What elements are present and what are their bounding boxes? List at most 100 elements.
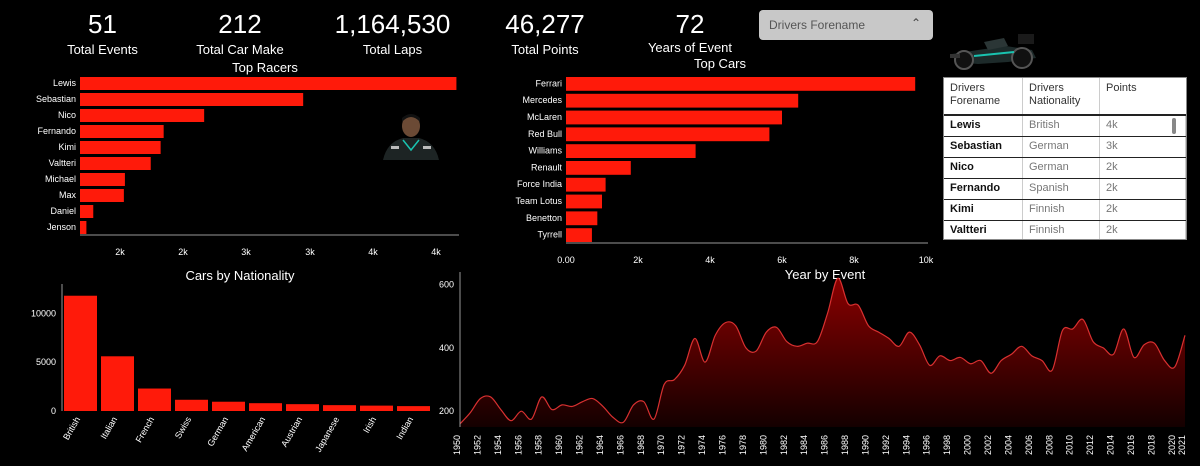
bar (566, 177, 606, 192)
y-tick-label: Sebastian (36, 94, 76, 104)
y-tick-label: Jenson (47, 222, 76, 232)
column-header-nationality[interactable]: Drivers Nationality (1023, 78, 1100, 114)
x-tick-label: 1976 (717, 435, 727, 455)
cell-points: 2k (1100, 179, 1186, 199)
table-row[interactable]: Lewis British 4k (944, 116, 1186, 137)
chevron-up-icon[interactable]: ⌃ (910, 16, 921, 30)
cell-forename: Lewis (944, 116, 1023, 136)
table-row[interactable]: Nico German 2k (944, 158, 1186, 179)
bar (175, 399, 208, 411)
x-tick-label: 2k (178, 247, 188, 257)
cell-points: 3k (1100, 137, 1186, 157)
bar (566, 211, 598, 226)
x-tick-label: 2000 (963, 435, 973, 455)
x-tick-label: 2020 (1167, 435, 1177, 455)
table-row[interactable]: Kimi Finnish 2k (944, 200, 1186, 221)
table-row[interactable]: Sebastian German 3k (944, 137, 1186, 158)
cars-by-nationality-chart: 0 5000 10000 British Italian French Swiss Germa… (31, 284, 430, 454)
bar (249, 403, 282, 411)
x-tick-label: 1982 (779, 435, 789, 455)
cell-points: 2k (1100, 158, 1186, 178)
bar (80, 77, 457, 90)
y-tick-label: 200 (439, 406, 454, 416)
x-tick-label: 1958 (534, 435, 544, 455)
table-header: Drivers Forename Drivers Nationality Poi… (944, 78, 1186, 116)
x-tick-label: 1980 (758, 435, 768, 455)
x-tick-label: 0.00 (557, 255, 575, 265)
cell-forename: Sebastian (944, 137, 1023, 157)
chart-title-top-cars: Top Cars (693, 56, 747, 71)
x-tick-label: 2018 (1146, 435, 1156, 455)
table-row[interactable]: Fernando Spanish 2k (944, 179, 1186, 200)
bar (80, 125, 164, 138)
y-tick-label: 400 (439, 343, 454, 353)
y-tick-label: 600 (439, 280, 454, 290)
table-row[interactable]: Valtteri Finnish 2k (944, 221, 1186, 239)
top-cars-chart: Ferrari Mercedes McLaren Red Bull Williams Re… (515, 77, 934, 265)
x-tick-label: 2021 (1177, 435, 1187, 455)
x-tick-label: 1972 (677, 435, 687, 455)
bar (80, 157, 151, 170)
table-scrollbar[interactable] (1172, 118, 1176, 134)
x-tick-label: 1990 (860, 435, 870, 455)
kpi-value: 1,164,530 (334, 9, 451, 39)
column-header-forename[interactable]: Drivers Forename (944, 78, 1023, 114)
cell-nationality: Spanish (1023, 179, 1100, 199)
column-header-points[interactable]: Points (1106, 82, 1137, 94)
kpi-value: 212 (218, 9, 262, 39)
y-tick-label: Mercedes (522, 95, 562, 105)
bar (138, 388, 171, 411)
cell-nationality: Finnish (1023, 200, 1100, 220)
kpi-label: Total Laps (362, 42, 423, 57)
x-tick-label: Indian (394, 415, 415, 441)
year-by-event-chart: 200 400 600 1950 1952 1954 1956 1958 1960 1962 196… (439, 272, 1187, 455)
x-tick-label: German (205, 415, 230, 448)
bar (101, 356, 134, 411)
bar (80, 189, 124, 202)
kpi-years-of-event: 72 Years of Event (640, 10, 740, 56)
x-tick-label: 10k (919, 255, 934, 265)
x-tick-label: 2014 (1106, 435, 1116, 455)
y-tick-label: Lewis (53, 78, 77, 88)
x-tick-label: Austrian (279, 415, 304, 449)
kpi-value: 72 (675, 9, 705, 39)
x-tick-label: 1978 (738, 435, 748, 455)
y-tick-label: Max (59, 190, 77, 200)
bar (80, 93, 304, 106)
bar (566, 144, 696, 158)
x-tick-label: 1956 (513, 435, 523, 455)
x-tick-label: 4k (431, 247, 441, 257)
x-tick-label: 2006 (1024, 435, 1034, 455)
kpi-total-points: 46,277 Total Points (495, 10, 595, 58)
bar (566, 161, 631, 175)
y-tick-label: Force India (517, 179, 562, 189)
y-tick-label: Nico (58, 110, 76, 120)
x-tick-label: Italian (99, 415, 120, 441)
drivers-table: Drivers Forename Drivers Nationality Poi… (943, 77, 1187, 240)
y-tick-label: 10000 (31, 308, 56, 318)
bar (566, 93, 799, 108)
series-line (459, 277, 1186, 425)
x-tick-label: Swiss (173, 415, 194, 441)
kpi-total-laps: 1,164,530 Total Laps (325, 10, 460, 58)
kpi-total-events: 51 Total Events (60, 10, 145, 58)
x-tick-label: 2010 (1065, 435, 1075, 455)
x-tick-label: 1986 (820, 435, 830, 455)
x-tick-label: 4k (705, 255, 715, 265)
y-tick-label: 0 (51, 406, 56, 416)
cell-forename: Kimi (944, 200, 1023, 220)
x-tick-label: 1968 (636, 435, 646, 455)
formula-one-car-icon (950, 34, 1036, 70)
drivers-forename-dropdown[interactable]: Drivers Forename ⌃ (759, 10, 933, 40)
chart-title-year-by-event: Year by Event (784, 267, 866, 282)
x-tick-label: 1970 (656, 435, 666, 455)
kpi-label: Total Points (511, 42, 579, 57)
bar (360, 405, 393, 411)
cell-nationality: British (1023, 116, 1100, 136)
x-tick-label: 2002 (983, 435, 993, 455)
y-tick-label: Kimi (59, 142, 77, 152)
bar (566, 77, 916, 91)
kpi-value: 51 (88, 9, 117, 39)
bar (80, 173, 125, 186)
y-tick-label: McLaren (527, 112, 562, 122)
